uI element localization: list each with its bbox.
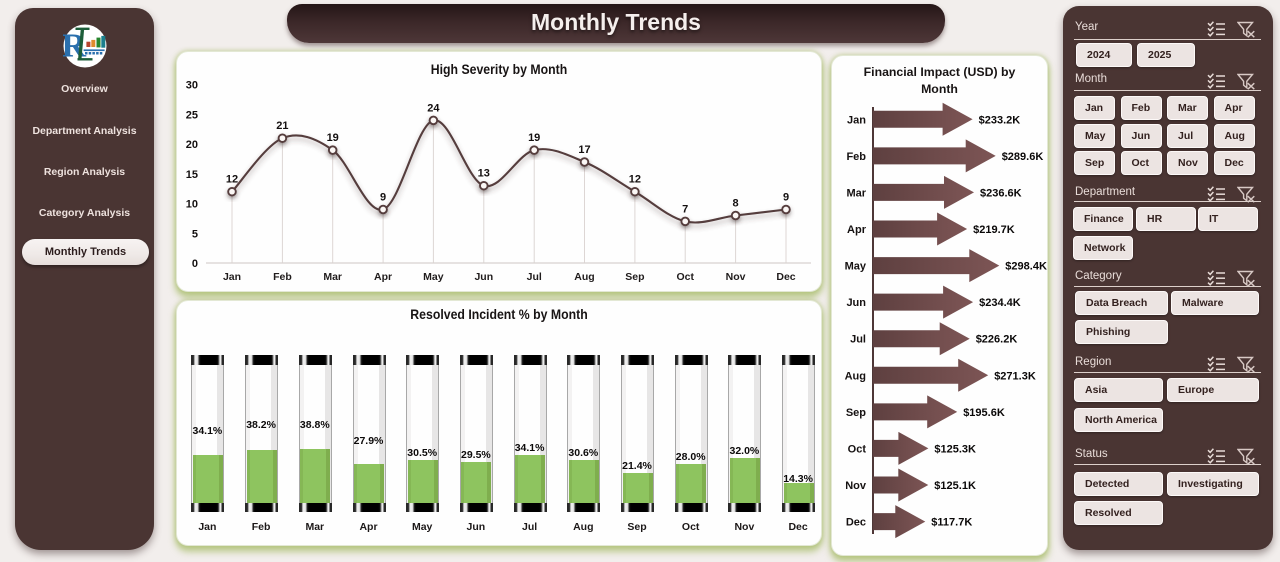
svg-text:19: 19 [528,132,540,144]
svg-text:$195.6K: $195.6K [963,407,1005,419]
svg-text:$125.3K: $125.3K [934,443,976,455]
svg-text:0: 0 [192,258,198,270]
svg-text:8: 8 [733,198,739,210]
svg-text:12: 12 [226,174,238,186]
svg-text:Dec: Dec [846,517,866,529]
svg-text:15: 15 [186,169,198,181]
svg-text:$271.3K: $271.3K [994,370,1036,382]
svg-text:9: 9 [783,192,789,204]
svg-text:25: 25 [186,109,198,121]
svg-text:May: May [845,261,867,273]
svg-text:Oct: Oct [848,443,867,455]
svg-text:Jun: Jun [474,271,493,283]
svg-text:Apr: Apr [374,271,392,283]
svg-text:9: 9 [380,192,386,204]
svg-text:Aug: Aug [845,370,866,382]
svg-text:Nov: Nov [845,480,867,492]
svg-text:19: 19 [327,132,339,144]
svg-text:30: 30 [186,80,198,92]
svg-text:Mar: Mar [323,271,342,283]
svg-text:7: 7 [682,203,688,215]
svg-text:$298.4K: $298.4K [1005,261,1047,273]
svg-text:24: 24 [427,102,440,114]
svg-text:12: 12 [629,174,641,186]
svg-text:Aug: Aug [574,271,594,283]
svg-text:$236.6K: $236.6K [980,187,1022,199]
svg-text:Nov: Nov [726,271,746,283]
svg-text:10: 10 [186,199,198,211]
svg-text:Jan: Jan [847,114,866,126]
svg-text:20: 20 [186,139,198,151]
svg-text:May: May [423,271,444,283]
svg-text:Sep: Sep [846,407,866,419]
svg-text:Jul: Jul [850,334,866,346]
svg-text:$125.1K: $125.1K [934,480,976,492]
svg-text:Apr: Apr [847,224,867,236]
svg-text:$226.2K: $226.2K [976,334,1018,346]
svg-text:Sep: Sep [625,271,644,283]
svg-text:Feb: Feb [846,151,866,163]
svg-text:Dec: Dec [776,271,795,283]
svg-text:5: 5 [192,228,198,240]
svg-text:17: 17 [578,144,590,156]
svg-text:$289.6K: $289.6K [1002,151,1044,163]
svg-text:Feb: Feb [273,271,292,283]
svg-text:$117.7K: $117.7K [931,517,972,529]
svg-text:$234.4K: $234.4K [979,297,1021,309]
svg-text:Oct: Oct [676,271,694,283]
svg-text:Mar: Mar [846,187,866,199]
svg-text:13: 13 [478,168,490,180]
svg-text:21: 21 [276,120,288,132]
svg-text:Jun: Jun [846,297,866,309]
svg-text:Jan: Jan [223,271,241,283]
svg-text:$219.7K: $219.7K [973,224,1015,236]
svg-text:Jul: Jul [527,271,542,283]
svg-text:$233.2K: $233.2K [979,114,1021,126]
